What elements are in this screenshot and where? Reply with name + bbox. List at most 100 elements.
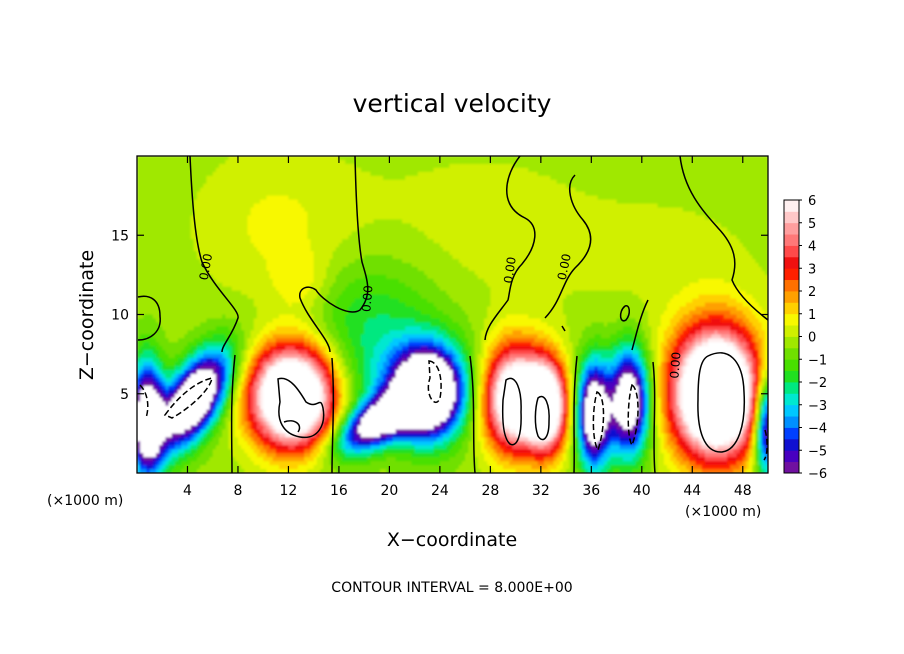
field-cell xyxy=(260,207,264,213)
field-cell xyxy=(480,191,485,197)
field-cell xyxy=(528,199,532,205)
field-cell xyxy=(348,199,353,205)
field-cell xyxy=(291,195,296,201)
field-cell xyxy=(165,167,170,173)
field-cell xyxy=(739,167,744,173)
field-cell xyxy=(698,171,703,177)
field-cell xyxy=(338,175,343,181)
field-cell xyxy=(461,191,466,197)
field-cell xyxy=(578,187,583,193)
field-cell xyxy=(484,183,488,189)
field-cell xyxy=(379,159,384,165)
field-cell xyxy=(282,183,286,189)
field-cell xyxy=(632,183,637,189)
field-cell xyxy=(575,191,580,197)
field-cell xyxy=(285,195,290,201)
field-cell xyxy=(386,183,390,189)
field-cell xyxy=(348,171,353,177)
field-cell xyxy=(383,187,387,193)
field-cell xyxy=(411,159,416,165)
field-cell xyxy=(717,179,722,185)
field-cell xyxy=(449,167,454,173)
velocity-field xyxy=(137,156,768,473)
field-cell xyxy=(521,199,526,205)
field-cell xyxy=(263,191,267,197)
field-cell xyxy=(316,195,321,201)
field-cell xyxy=(266,156,271,161)
field-cell xyxy=(285,171,290,177)
field-cell xyxy=(480,159,485,165)
field-cell xyxy=(588,195,592,201)
field-cell xyxy=(581,207,586,213)
field-cell xyxy=(648,167,652,173)
field-cell xyxy=(613,156,618,161)
field-cell xyxy=(241,195,245,201)
field-cell xyxy=(392,159,397,165)
field-cell xyxy=(547,163,551,169)
field-cell xyxy=(553,191,558,197)
field-cell xyxy=(651,199,656,205)
field-cell xyxy=(597,179,602,185)
field-cell xyxy=(376,159,381,165)
field-cell xyxy=(260,211,264,217)
field-cell xyxy=(389,203,394,209)
field-cell xyxy=(446,211,450,217)
field-cell xyxy=(591,167,596,173)
field-cell xyxy=(395,211,400,217)
field-cell xyxy=(714,199,719,205)
field-cell xyxy=(644,191,649,197)
field-cell xyxy=(714,187,719,193)
field-cell xyxy=(547,191,551,197)
field-cell xyxy=(752,179,756,185)
field-cell xyxy=(405,171,409,177)
field-cell xyxy=(569,159,573,165)
field-cell xyxy=(730,199,734,205)
field-cell xyxy=(679,187,684,193)
field-cell xyxy=(613,159,618,165)
field-cell xyxy=(559,195,564,201)
field-cell xyxy=(439,203,444,209)
field-cell xyxy=(629,191,633,197)
field-cell xyxy=(272,187,277,193)
field-cell xyxy=(515,159,520,165)
field-cell xyxy=(733,175,738,181)
field-cell xyxy=(319,163,324,169)
field-cell xyxy=(237,191,242,197)
field-cell xyxy=(171,203,176,209)
field-cell xyxy=(253,211,258,217)
field-cell xyxy=(443,159,447,165)
field-cell xyxy=(502,203,507,209)
field-cell xyxy=(162,167,166,173)
field-cell xyxy=(692,207,697,213)
field-cell xyxy=(282,175,286,181)
field-cell xyxy=(288,195,293,201)
field-cell xyxy=(319,187,324,193)
field-cell xyxy=(484,179,488,185)
field-cell xyxy=(184,207,189,213)
field-cell xyxy=(493,175,498,181)
field-cell xyxy=(146,187,151,193)
field-cell xyxy=(231,156,236,161)
field-cell xyxy=(430,203,435,209)
field-cell xyxy=(367,191,372,197)
field-cell xyxy=(679,207,684,213)
field-cell xyxy=(345,167,349,173)
field-cell xyxy=(304,167,308,173)
field-cell xyxy=(449,183,454,189)
field-cell xyxy=(247,191,252,197)
field-cell xyxy=(212,175,217,181)
field-cell xyxy=(660,171,665,177)
field-cell xyxy=(496,191,501,197)
field-cell xyxy=(247,159,252,165)
field-cell xyxy=(471,159,476,165)
field-cell xyxy=(215,183,220,189)
field-cell xyxy=(562,191,567,197)
field-cell xyxy=(477,171,482,177)
field-cell xyxy=(673,179,678,185)
field-cell xyxy=(603,163,608,169)
field-cell xyxy=(663,207,668,213)
field-cell xyxy=(203,175,207,181)
field-cell xyxy=(654,199,659,205)
field-cell xyxy=(184,199,189,205)
field-cell xyxy=(676,183,681,189)
